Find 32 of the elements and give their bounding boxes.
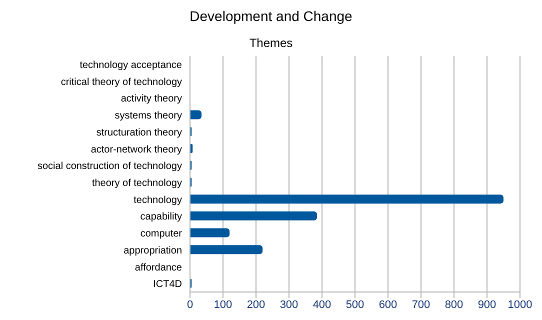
y-tick-label: technology bbox=[134, 194, 182, 206]
y-tick-label: ICT4D bbox=[153, 279, 182, 290]
y-tick-label: social construction of technology bbox=[37, 161, 182, 172]
y-tick-label: activity theory bbox=[120, 94, 182, 105]
x-tick-label: 100 bbox=[214, 298, 232, 311]
bar bbox=[190, 245, 263, 254]
y-tick-label: appropriation bbox=[124, 245, 182, 256]
bar bbox=[190, 194, 504, 204]
bar bbox=[190, 211, 318, 220]
y-tick-label: technology acceptance bbox=[80, 60, 182, 71]
x-tick-label: 400 bbox=[312, 298, 332, 311]
x-tick-label: 900 bbox=[478, 298, 496, 311]
y-tick-label: structuration theory bbox=[96, 127, 182, 138]
x-tick-label: 700 bbox=[412, 298, 430, 311]
bar bbox=[190, 110, 202, 120]
x-tick-label: 0 bbox=[186, 298, 194, 311]
y-tick-label: theory of technology bbox=[92, 178, 182, 189]
x-tick-label: 200 bbox=[246, 298, 266, 311]
x-tick-label: 800 bbox=[444, 298, 464, 311]
y-tick-label: affordance bbox=[134, 262, 182, 274]
x-tick-label: 600 bbox=[378, 298, 398, 311]
bar bbox=[190, 228, 230, 238]
y-tick-label: capability bbox=[140, 212, 182, 223]
y-tick-label: critical theory of technology bbox=[60, 76, 182, 88]
x-tick-label: 300 bbox=[280, 298, 298, 311]
x-tick-label: 1000 bbox=[508, 298, 532, 311]
chart-title: Development and Change bbox=[188, 8, 354, 26]
y-tick-label: computer bbox=[140, 228, 183, 240]
y-tick-label: systems theory bbox=[114, 110, 182, 122]
chart-subtitle: Themes bbox=[248, 36, 294, 52]
y-tick-label: actor-network theory bbox=[90, 144, 182, 156]
x-tick-label: 500 bbox=[346, 298, 364, 311]
